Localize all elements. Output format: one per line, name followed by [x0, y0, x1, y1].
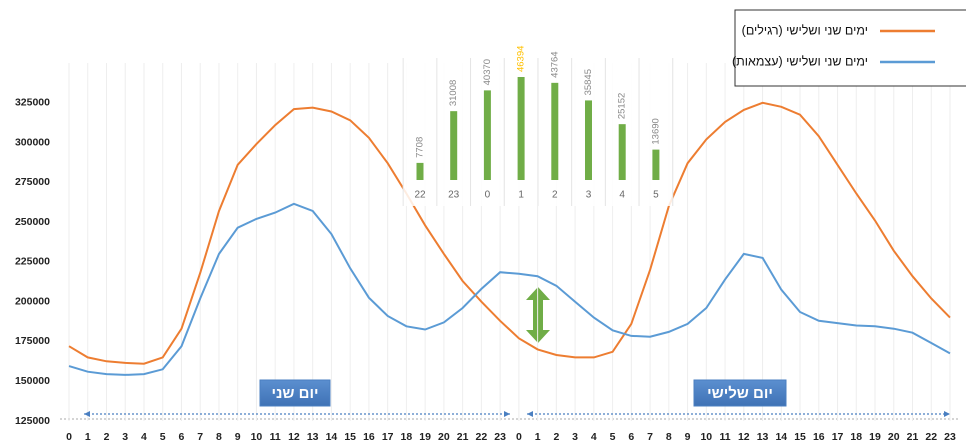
x-tick-label: 21	[457, 431, 469, 443]
x-tick-label: 0	[485, 190, 491, 201]
x-tick-label: 13	[307, 431, 319, 443]
value-label: 7708	[415, 137, 426, 158]
x-tick-label: 11	[270, 431, 281, 443]
bar	[417, 163, 424, 180]
x-tick-label: 0	[516, 431, 522, 443]
x-tick-label: 4	[591, 431, 597, 443]
value-label: 43764	[549, 51, 560, 77]
x-tick-label: 19	[419, 431, 431, 443]
bar	[585, 100, 592, 180]
y-tick-label: 225000	[15, 256, 50, 268]
x-tick-label: 12	[288, 431, 300, 443]
x-tick-label: 5	[653, 190, 659, 201]
x-tick-label: 2	[553, 431, 559, 443]
y-tick-label: 200000	[15, 295, 50, 307]
x-tick-label: 3	[122, 431, 128, 443]
x-tick-label: 21	[907, 431, 919, 443]
bar	[484, 90, 491, 180]
x-tick-label: 23	[494, 431, 506, 443]
value-label: 35845	[583, 69, 594, 95]
x-tick-label: 4	[141, 431, 147, 443]
x-tick-label: 10	[251, 431, 263, 443]
x-tick-label: 6	[179, 431, 185, 443]
x-tick-label: 7	[197, 431, 203, 443]
x-tick-label: 23	[944, 431, 956, 443]
annotation: יום שלישי	[707, 385, 773, 402]
x-tick-label: 13	[757, 431, 769, 443]
x-tick-label: 19	[869, 431, 881, 443]
y-tick-label: 275000	[15, 176, 50, 188]
x-tick-label: 12	[738, 431, 750, 443]
x-tick-label: 16	[813, 431, 825, 443]
x-tick-label: 1	[535, 431, 541, 443]
x-tick-label: 17	[832, 431, 844, 443]
legend-box	[735, 10, 966, 86]
value-label: 25152	[617, 93, 628, 119]
series-line	[69, 204, 950, 375]
x-tick-label: 14	[775, 431, 787, 443]
y-tick-label: 325000	[15, 97, 50, 109]
x-tick-label: 18	[401, 431, 413, 443]
legend-label: ימים שני ושלישי (רגילים)	[742, 23, 868, 37]
bar	[551, 83, 558, 180]
x-tick-label: 1	[85, 431, 91, 443]
x-tick-label: 15	[794, 431, 806, 443]
x-tick-label: 8	[216, 431, 222, 443]
legend: ימים שני ושלישי (רגילים) ימים שני ושלישי …	[732, 10, 966, 86]
y-tick-label: 300000	[15, 136, 50, 148]
x-tick-label: 22	[476, 431, 488, 443]
x-tick-label: 15	[344, 431, 356, 443]
x-tick-label: 14	[326, 431, 338, 443]
y-tick-label: 125000	[15, 415, 50, 427]
x-tick-label: 5	[160, 431, 166, 443]
x-tick-label: 4	[619, 190, 625, 201]
x-tick-label: 2	[104, 431, 110, 443]
x-tick-label: 7	[647, 431, 653, 443]
x-tick-label: 11	[720, 431, 731, 443]
x-tick-label: 5	[610, 431, 616, 443]
x-tick-label: 3	[586, 190, 592, 201]
bar	[518, 77, 525, 180]
x-tick-label: 1	[518, 190, 524, 201]
x-tick-label: 23	[448, 190, 460, 201]
bar	[619, 124, 626, 180]
x-tick-label: 9	[235, 431, 241, 443]
x-tick-label: 6	[628, 431, 634, 443]
annotation: יום שני	[271, 385, 318, 402]
value-label: 46394	[516, 46, 527, 72]
x-tick-label: 20	[888, 431, 900, 443]
bar	[450, 111, 457, 180]
arrow-head	[527, 411, 950, 417]
x-tick-label: 16	[363, 431, 375, 443]
x-tick-label: 0	[66, 431, 72, 443]
x-tick-label: 22	[414, 190, 426, 201]
x-tick-label: 10	[700, 431, 712, 443]
chart: 0123456789101112131415161718192021222301…	[0, 0, 966, 446]
y-tick-label: 250000	[15, 216, 50, 228]
x-tick-label: 22	[925, 431, 937, 443]
legend-label: ימים שני ושלישי (עצמאות)	[732, 54, 868, 68]
x-tick-label: 20	[438, 431, 450, 443]
x-tick-label: 17	[382, 431, 394, 443]
x-tick-label: 8	[666, 431, 672, 443]
value-label: 40370	[482, 59, 493, 85]
x-tick-label: 9	[685, 431, 691, 443]
bar	[652, 150, 659, 180]
value-label: 13690	[650, 118, 661, 144]
x-tick-label: 3	[572, 431, 578, 443]
x-tick-label: 2	[552, 190, 558, 201]
x-tick-label: 18	[850, 431, 862, 443]
value-label: 31008	[448, 80, 459, 106]
y-tick-label: 150000	[15, 375, 50, 387]
y-tick-label: 175000	[15, 335, 50, 347]
